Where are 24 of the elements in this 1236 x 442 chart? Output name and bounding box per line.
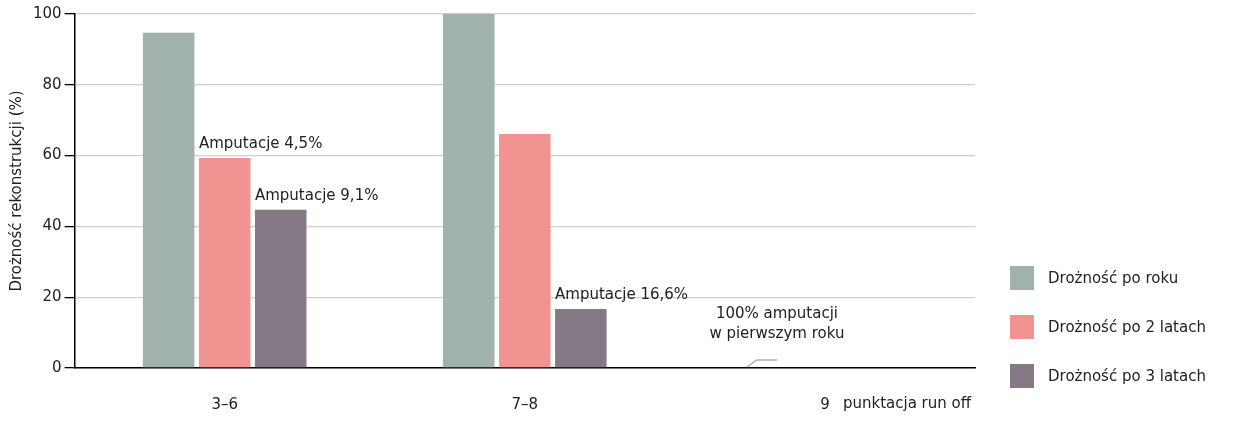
annotation: Amputacje 4,5%	[198, 134, 323, 153]
x-axis-title: punktacja run off	[842, 393, 972, 412]
y-axis-title: Drożność rekonstrukcji (%)	[6, 90, 25, 292]
y-tick-label: 80	[42, 74, 62, 93]
bar	[499, 134, 551, 368]
annotation: 100% amputacji w pierwszym roku	[709, 304, 845, 342]
bar	[198, 158, 251, 368]
bar	[555, 308, 607, 368]
annotation: Amputacje 9,1%	[254, 186, 379, 205]
legend-label: Drożność po 2 latach	[1048, 318, 1206, 336]
y-tick-label: 60	[42, 145, 62, 164]
x-tick-label: 7–8	[511, 394, 539, 413]
bar	[142, 32, 195, 368]
y-tick-label: 20	[42, 287, 62, 306]
bar	[443, 14, 495, 368]
legend-label: Drożność po 3 latach	[1048, 367, 1206, 385]
y-tick-label: 40	[42, 216, 62, 235]
legend-label: Drożność po roku	[1048, 269, 1179, 287]
annotation: Amputacje 16,6%	[555, 285, 689, 304]
bar	[254, 209, 307, 368]
y-tick-label: 0	[52, 357, 62, 376]
x-tick-label: 9	[820, 394, 830, 413]
x-tick-label: 3–6	[211, 394, 238, 413]
y-tick-label: 100	[32, 3, 62, 22]
